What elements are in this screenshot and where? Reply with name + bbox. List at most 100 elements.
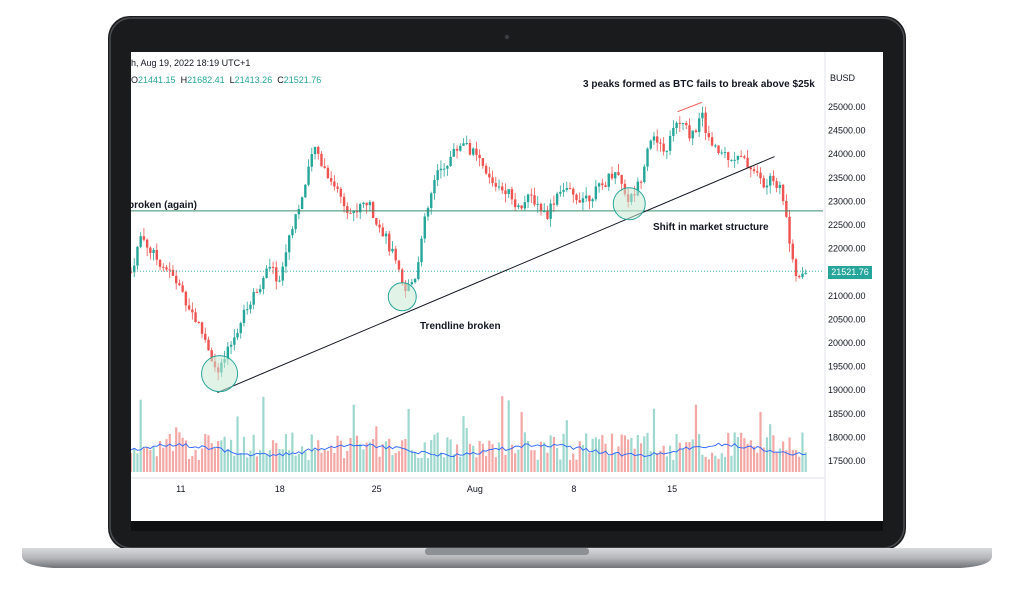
- candle-body: [649, 140, 652, 149]
- candle-body: [297, 209, 301, 215]
- volume-bar: [326, 450, 330, 472]
- volume-bar: [520, 411, 523, 472]
- y-tick-label: 21000.00: [828, 291, 866, 301]
- candle-body: [249, 304, 252, 310]
- price-chart[interactable]: 25000.00 24500.00 24000.00 23500.00 23000.00…: [131, 52, 883, 521]
- annotation-shift: Shift in market structure: [653, 222, 769, 233]
- candle-body: [194, 312, 197, 323]
- candle-body: [242, 309, 246, 324]
- volume-bar: [178, 432, 181, 472]
- chart-screen[interactable]: 25000.00 24500.00 24000.00 23500.00 23000.00…: [131, 52, 883, 521]
- y-tick-label: 19500.00: [828, 362, 866, 372]
- volume-bar: [349, 437, 352, 472]
- volume-bar: [213, 448, 217, 472]
- volume-bar: [149, 450, 152, 472]
- volume-bar: [656, 453, 659, 472]
- candle-body: [278, 280, 281, 282]
- candle-body: [643, 166, 646, 182]
- candle-body: [710, 137, 714, 146]
- candle-body: [384, 233, 388, 237]
- ohlc-close-value: 21521.76: [283, 75, 322, 85]
- candle-body: [391, 248, 394, 252]
- volume-bar: [455, 444, 459, 472]
- volume-bar: [443, 457, 446, 472]
- volume-bar: [288, 450, 291, 472]
- candle-body: [420, 238, 423, 263]
- volume-bar: [669, 445, 672, 472]
- candle-body: [572, 188, 575, 195]
- volume-bar: [404, 438, 407, 472]
- candle-body: [436, 170, 439, 181]
- candle-body: [239, 323, 242, 334]
- volume-bar: [368, 442, 371, 472]
- y-tick-label: 23500.00: [828, 173, 866, 183]
- candle-body: [507, 189, 510, 195]
- volume-bar: [304, 451, 307, 472]
- volume-bar: [388, 438, 391, 472]
- volume-bar: [526, 441, 530, 472]
- candle-body: [417, 262, 420, 280]
- candle-body: [555, 193, 559, 205]
- volume-bar: [533, 450, 536, 472]
- ohlc-open-key: O: [131, 75, 139, 85]
- candlesticks: [131, 106, 807, 381]
- candle-body: [794, 259, 798, 276]
- y-tick-label: 20500.00: [828, 314, 866, 324]
- volume-bar: [717, 458, 720, 472]
- volume-moving-average: [131, 442, 806, 458]
- candle-body: [371, 202, 375, 219]
- volume-bar: [333, 452, 336, 472]
- candle-body: [765, 185, 769, 188]
- volume-bar: [714, 455, 717, 472]
- candle-body: [620, 174, 623, 184]
- candle-body: [739, 155, 743, 157]
- volume-bar: [723, 456, 727, 472]
- volume-bar: [300, 446, 304, 472]
- candle-body: [759, 172, 762, 179]
- candle-body: [465, 142, 468, 144]
- volume-bar: [330, 445, 333, 472]
- candle-body: [394, 248, 397, 261]
- volume-bar: [233, 455, 236, 472]
- volume-bar: [643, 436, 646, 472]
- candle-body: [510, 189, 514, 200]
- chart-overlays: [131, 101, 823, 394]
- volume-bar: [207, 435, 210, 472]
- volume-bar: [546, 452, 549, 472]
- candle-body: [233, 337, 236, 345]
- ohlc-close-key: C: [277, 75, 284, 85]
- volume-bar: [523, 432, 526, 472]
- candle-body: [455, 148, 459, 151]
- candle-body: [488, 173, 491, 178]
- volume-bar: [320, 452, 323, 472]
- volume-bar: [439, 452, 443, 472]
- last-price-badge: 21521.76: [828, 266, 872, 279]
- x-tick-label: 11: [176, 484, 185, 494]
- volume-bar: [733, 432, 736, 472]
- volume-bar: [217, 441, 220, 472]
- volume-bar: [510, 444, 514, 472]
- volume-bar: [552, 436, 555, 472]
- volume-bar: [617, 446, 620, 472]
- candle-body: [617, 172, 620, 175]
- candle-body: [736, 155, 740, 160]
- volume-bar: [659, 450, 662, 472]
- ohlc-low-value: 21413.26: [234, 75, 273, 85]
- candle-body: [210, 350, 213, 362]
- candle-body: [646, 148, 649, 167]
- volume-bar: [362, 449, 365, 472]
- volume-bar: [181, 437, 184, 472]
- y-tick-label: 20000.00: [828, 338, 866, 348]
- candle-body: [513, 199, 517, 208]
- volume-bar: [704, 456, 707, 472]
- y-tick-label: 24000.00: [828, 149, 866, 159]
- volume-bar: [262, 396, 265, 472]
- time-axis: 11 18 25 Aug 8 15: [176, 484, 677, 494]
- highlight-circle: [612, 187, 646, 221]
- candle-body: [607, 173, 610, 187]
- volume-bar: [265, 454, 268, 472]
- candle-body: [275, 267, 278, 282]
- volume-bar: [417, 458, 420, 472]
- candle-body: [145, 239, 149, 248]
- volume-bar: [297, 453, 300, 472]
